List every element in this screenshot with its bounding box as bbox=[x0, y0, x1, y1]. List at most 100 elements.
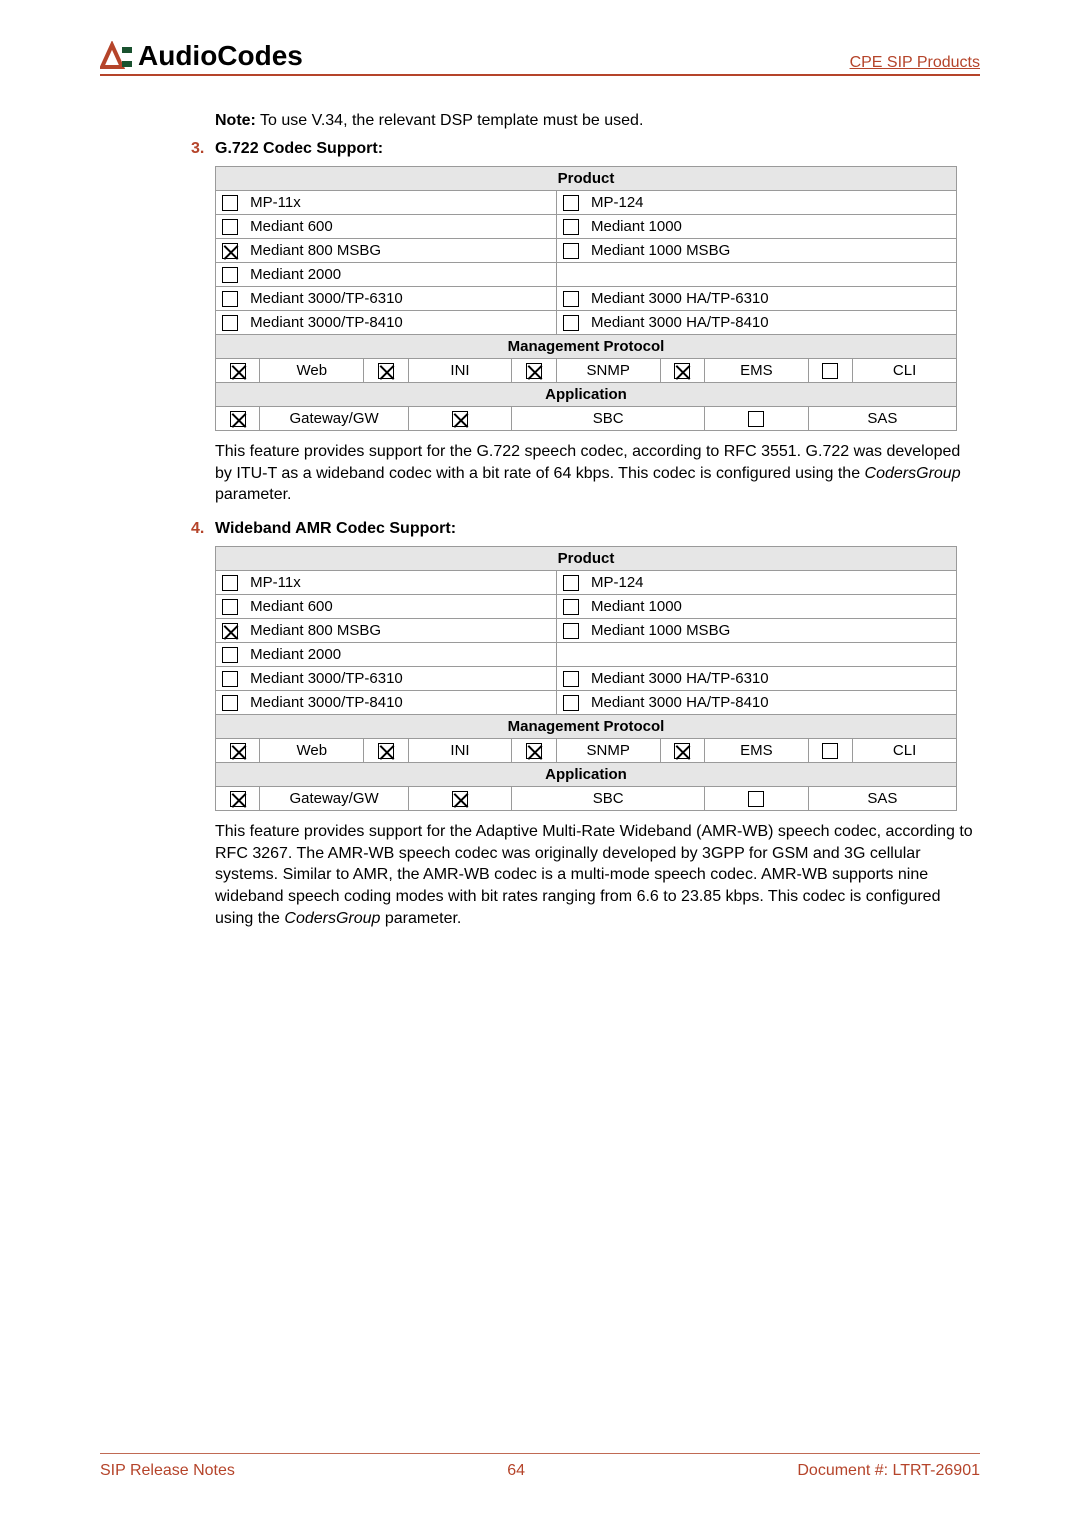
checkbox-icon bbox=[222, 671, 238, 687]
mgmt-label: CLI bbox=[853, 739, 957, 763]
brand-logo: AudioCodes bbox=[100, 40, 303, 72]
table-row: MP-11x MP-124 bbox=[216, 191, 957, 215]
checkbox-icon bbox=[222, 575, 238, 591]
checkbox-icon bbox=[674, 743, 690, 759]
app-header: Application bbox=[216, 763, 957, 787]
product-cell-right: Mediant 1000 MSBG bbox=[556, 619, 956, 643]
app-check bbox=[216, 787, 260, 811]
mgmt-check bbox=[512, 359, 556, 383]
product-cell-right-empty bbox=[556, 263, 956, 287]
checkbox-icon bbox=[222, 195, 238, 211]
section-4-heading: 4. Wideband AMR Codec Support: bbox=[215, 520, 980, 538]
mgmt-check bbox=[364, 739, 408, 763]
checkbox-icon bbox=[748, 411, 764, 427]
mgmt-row: Web INI SNMP EMS CLI bbox=[216, 739, 957, 763]
checkbox-icon bbox=[222, 315, 238, 331]
checkbox-icon bbox=[222, 219, 238, 235]
footer-left: SIP Release Notes bbox=[100, 1462, 235, 1480]
checkbox-icon bbox=[563, 599, 579, 615]
product-cell-right: Mediant 1000 MSBG bbox=[556, 239, 956, 263]
mgmt-label: SNMP bbox=[556, 739, 660, 763]
checkbox-icon bbox=[822, 363, 838, 379]
section-3-desc-em: CodersGroup bbox=[865, 465, 961, 482]
checkbox-icon bbox=[526, 363, 542, 379]
section-3-description: This feature provides support for the G.… bbox=[215, 441, 980, 506]
table-row: Mediant 3000/TP-6310 Mediant 3000 HA/TP-… bbox=[216, 667, 957, 691]
app-check bbox=[705, 407, 809, 431]
product-cell-left: Mediant 800 MSBG bbox=[216, 619, 557, 643]
mgmt-label: INI bbox=[408, 359, 512, 383]
product-cell-right: Mediant 3000 HA/TP-6310 bbox=[556, 667, 956, 691]
mgmt-label: EMS bbox=[705, 739, 809, 763]
checkbox-icon bbox=[748, 791, 764, 807]
product-cell-right: MP-124 bbox=[556, 191, 956, 215]
feature-table: Product MP-11x MP-124 Mediant 600 Median… bbox=[215, 166, 957, 431]
checkbox-icon bbox=[563, 195, 579, 211]
app-label: SBC bbox=[512, 407, 705, 431]
checkbox-icon bbox=[378, 363, 394, 379]
checkbox-icon bbox=[452, 791, 468, 807]
product-cell-right: Mediant 1000 bbox=[556, 595, 956, 619]
checkbox-icon bbox=[563, 623, 579, 639]
app-check bbox=[408, 787, 512, 811]
section-3-heading: 3. G.722 Codec Support: bbox=[215, 140, 980, 158]
mgmt-check bbox=[808, 359, 852, 383]
page-footer: SIP Release Notes 64 Document #: LTRT-26… bbox=[100, 1453, 980, 1480]
product-cell-left: Mediant 600 bbox=[216, 215, 557, 239]
section-3-desc-pre: This feature provides support for the G.… bbox=[215, 443, 960, 482]
brand-text: AudioCodes bbox=[138, 40, 303, 72]
app-label: Gateway/GW bbox=[260, 787, 408, 811]
product-cell-left: Mediant 2000 bbox=[216, 643, 557, 667]
app-row: Gateway/GWSBCSAS bbox=[216, 407, 957, 431]
table-row: MP-11x MP-124 bbox=[216, 571, 957, 595]
mgmt-label: INI bbox=[408, 739, 512, 763]
product-cell-left: Mediant 600 bbox=[216, 595, 557, 619]
table-row: Mediant 2000 bbox=[216, 643, 957, 667]
section-3-desc-post: parameter. bbox=[215, 486, 291, 503]
mgmt-check bbox=[216, 739, 260, 763]
checkbox-icon bbox=[222, 599, 238, 615]
app-header: Application bbox=[216, 383, 957, 407]
app-label: SAS bbox=[808, 407, 956, 431]
table-row: Mediant 3000/TP-8410 Mediant 3000 HA/TP-… bbox=[216, 691, 957, 715]
checkbox-icon bbox=[822, 743, 838, 759]
product-cell-right: Mediant 1000 bbox=[556, 215, 956, 239]
checkbox-icon bbox=[230, 791, 246, 807]
mgmt-check bbox=[216, 359, 260, 383]
checkbox-icon bbox=[230, 743, 246, 759]
checkbox-icon bbox=[563, 315, 579, 331]
audiocodes-icon bbox=[100, 41, 134, 71]
section-4-description: This feature provides support for the Ad… bbox=[215, 821, 980, 929]
mgmt-label: CLI bbox=[853, 359, 957, 383]
mgmt-label: EMS bbox=[705, 359, 809, 383]
product-cell-right: Mediant 3000 HA/TP-8410 bbox=[556, 311, 956, 335]
note-label: Note: bbox=[215, 112, 256, 129]
product-cell-left: Mediant 3000/TP-6310 bbox=[216, 287, 557, 311]
checkbox-icon bbox=[378, 743, 394, 759]
checkbox-icon bbox=[674, 363, 690, 379]
checkbox-icon bbox=[230, 411, 246, 427]
footer-center: 64 bbox=[507, 1462, 525, 1480]
section-4-desc-post: parameter. bbox=[380, 910, 461, 927]
mgmt-label: Web bbox=[260, 739, 364, 763]
checkbox-icon bbox=[222, 243, 238, 259]
product-cell-left: MP-11x bbox=[216, 571, 557, 595]
product-cell-left: Mediant 2000 bbox=[216, 263, 557, 287]
product-cell-left: MP-11x bbox=[216, 191, 557, 215]
checkbox-icon bbox=[563, 695, 579, 711]
mgmt-header: Management Protocol bbox=[216, 715, 957, 739]
checkbox-icon bbox=[563, 671, 579, 687]
table-row: Mediant 2000 bbox=[216, 263, 957, 287]
product-header: Product bbox=[216, 167, 957, 191]
product-cell-right: Mediant 3000 HA/TP-8410 bbox=[556, 691, 956, 715]
section-4-desc-em: CodersGroup bbox=[284, 910, 380, 927]
checkbox-icon bbox=[563, 575, 579, 591]
mgmt-header: Management Protocol bbox=[216, 335, 957, 359]
checkbox-icon bbox=[222, 647, 238, 663]
checkbox-icon bbox=[563, 243, 579, 259]
note-line: Note: To use V.34, the relevant DSP temp… bbox=[215, 112, 980, 130]
header-product-line: CPE SIP Products bbox=[850, 54, 980, 72]
product-cell-left: Mediant 3000/TP-8410 bbox=[216, 691, 557, 715]
mgmt-row: WebINISNMPEMSCLI bbox=[216, 359, 957, 383]
checkbox-icon bbox=[222, 695, 238, 711]
